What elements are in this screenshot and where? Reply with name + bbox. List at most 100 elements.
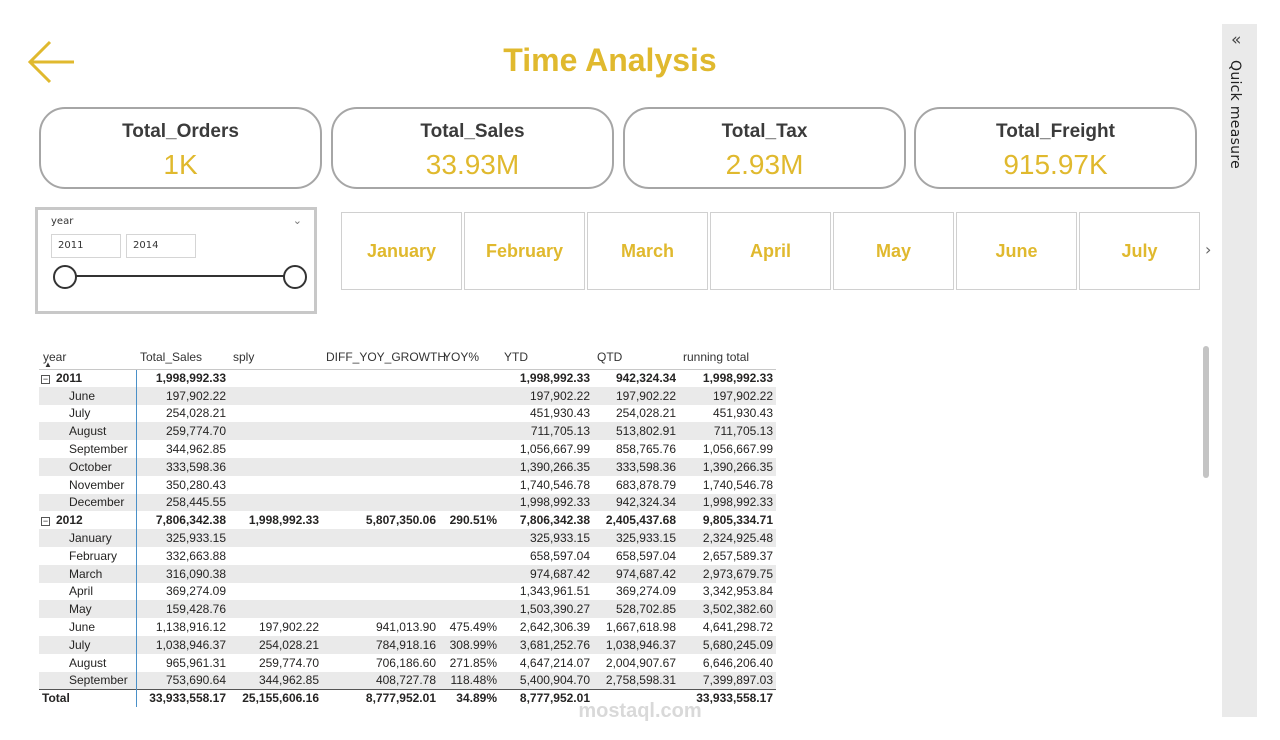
table-cell: 974,687.42	[500, 564, 593, 583]
table-cell	[229, 369, 322, 387]
cell-text: 658,597.04	[529, 548, 590, 563]
table-row[interactable]: July 1,038,946.37 254,028.21 784,918.16 308.…	[39, 635, 776, 654]
table-cell: 159,428.76	[136, 600, 229, 619]
row-label-cell: December	[39, 493, 137, 512]
table-cell: 290.51%	[439, 511, 500, 529]
cell-text: 258,445.55	[165, 495, 226, 510]
table-row[interactable]: May 159,428.76 1,503,390.27 528,702.85 3,502…	[39, 600, 776, 619]
cell-text: February	[69, 548, 118, 563]
card-total-orders[interactable]: Total_Orders 1K	[39, 107, 322, 189]
table-year-row[interactable]: −2011 1,998,992.33 1,998,992.33 942,324.34 1…	[39, 369, 776, 387]
month-button-february[interactable]: February	[464, 212, 585, 290]
cell-text: August	[69, 655, 107, 670]
cell-text: 3,502,382.60	[702, 602, 773, 617]
cell-text: 974,687.42	[529, 566, 590, 581]
chevron-down-icon[interactable]: ⌄	[292, 214, 302, 227]
table-row[interactable]: November 350,280.43 1,740,546.78 683,878.79…	[39, 475, 776, 494]
cell-text: May	[69, 602, 92, 617]
cell-text: 7,806,342.38	[519, 513, 590, 528]
quick-measure-label: Quick measure	[1227, 60, 1243, 169]
table-cell: 408,727.78	[322, 671, 439, 690]
month-button-march[interactable]: March	[587, 212, 708, 290]
table-row[interactable]: October 333,598.36 1,390,266.35 333,598.36 1…	[39, 457, 776, 476]
table-cell: 344,962.85	[229, 671, 322, 690]
cell-text: 451,930.43	[712, 406, 773, 421]
month-button-april[interactable]: April	[710, 212, 831, 290]
row-label-cell: August	[39, 422, 137, 441]
table-cell: 1,343,961.51	[500, 583, 593, 601]
table-row[interactable]: March 316,090.38 974,687.42 974,687.42 2,973…	[39, 564, 776, 583]
table-cell: 325,933.15	[500, 529, 593, 547]
table-row[interactable]: August 259,774.70 711,705.13 513,802.91 711,…	[39, 422, 776, 441]
cell-text: 1,998,992.33	[519, 371, 590, 386]
table-row[interactable]: January 325,933.15 325,933.15 325,933.15 2,3…	[39, 529, 776, 547]
slicer-track[interactable]	[66, 275, 298, 277]
month-button-june[interactable]: June	[956, 212, 1077, 290]
slicer-start-input[interactable]: 2011	[51, 234, 121, 258]
table-row[interactable]: June 197,902.22 197,902.22 197,902.22 197,90…	[39, 386, 776, 405]
column-header-label: year	[43, 349, 67, 364]
table-cell	[229, 600, 322, 619]
slicer-end-handle[interactable]	[283, 265, 307, 289]
cell-text: June	[69, 388, 96, 403]
table-cell	[229, 457, 322, 476]
cell-text: 369,274.09	[615, 584, 676, 599]
card-total-sales[interactable]: Total_Sales 33.93M	[331, 107, 614, 189]
cell-text: 271.85%	[449, 655, 497, 670]
column-header-yoy-percent[interactable]: YOY%	[439, 345, 500, 370]
slicer-start-handle[interactable]	[53, 265, 77, 289]
table-cell: 5,807,350.06	[322, 511, 439, 529]
table-row[interactable]: September 753,690.64 344,962.85 408,727.78 1…	[39, 671, 776, 690]
column-header-running-total[interactable]: running total	[679, 345, 776, 370]
month-button-july[interactable]: July	[1079, 212, 1200, 290]
year-slicer[interactable]: year ⌄ 2011 2014	[35, 207, 317, 314]
cell-text: 942,324.34	[615, 495, 676, 510]
cell-text: 1,998,992.33	[248, 513, 319, 528]
table-cell	[439, 583, 500, 601]
cell-text: 290.51%	[449, 513, 497, 528]
collapse-icon[interactable]: −	[41, 516, 50, 527]
slicer-end-input[interactable]: 2014	[126, 234, 196, 258]
table-cell	[439, 386, 500, 405]
double-chevron-left-icon[interactable]: «	[1231, 30, 1242, 50]
table-cell: 2,657,589.37	[679, 547, 776, 565]
row-label-cell: March	[39, 564, 137, 583]
table-row[interactable]: September 344,962.85 1,056,667.99 858,765.7…	[39, 440, 776, 458]
table-cell: 784,918.16	[322, 635, 439, 654]
table-row[interactable]: February 332,663.88 658,597.04 658,597.04 2,…	[39, 546, 776, 565]
card-total-freight[interactable]: Total_Freight 915.97K	[914, 107, 1197, 189]
card-total-tax[interactable]: Total_Tax 2.93M	[623, 107, 906, 189]
table-cell	[439, 564, 500, 583]
month-button-may[interactable]: May	[833, 212, 954, 290]
table-cell: 197,902.22	[136, 386, 229, 405]
table-cell: 258,445.55	[136, 493, 229, 512]
matrix-table[interactable]: year ▲ Total_Sales sply DIFF_YOY_GROWTH …	[39, 345, 776, 707]
collapse-icon[interactable]: −	[41, 374, 50, 385]
table-cell: 4,641,298.72	[679, 618, 776, 636]
cell-text: 325,933.15	[165, 531, 226, 546]
column-header-diff-yoy-growth[interactable]: DIFF_YOY_GROWTH	[322, 345, 446, 370]
table-cell	[322, 405, 439, 423]
table-row[interactable]: December 258,445.55 1,998,992.33 942,324.34…	[39, 493, 776, 512]
table-cell: 333,598.36	[593, 457, 679, 476]
month-button-january[interactable]: January	[341, 212, 462, 290]
table-cell: 197,902.22	[679, 386, 776, 405]
back-button[interactable]	[26, 38, 78, 86]
page-scrollbar[interactable]	[1203, 346, 1209, 478]
table-cell: 711,705.13	[679, 422, 776, 441]
quick-measure-pane[interactable]: « Quick measure	[1222, 24, 1257, 717]
table-year-row[interactable]: −2012 7,806,342.38 1,998,992.33 5,807,350.0…	[39, 511, 776, 530]
chevron-right-icon[interactable]: ›	[1205, 240, 1212, 259]
table-cell: 683,878.79	[593, 476, 679, 494]
table-row[interactable]: June 1,138,916.12 197,902.22 941,013.90 475.…	[39, 618, 776, 636]
column-header-qtd[interactable]: QTD	[593, 345, 679, 370]
table-row[interactable]: August 965,961.31 259,774.70 706,186.60 271.…	[39, 653, 776, 672]
column-header-total-sales[interactable]: Total_Sales	[136, 345, 229, 370]
column-header-year[interactable]: year ▲	[39, 345, 136, 370]
column-header-sply[interactable]: sply	[229, 345, 322, 370]
cell-text: 658,597.04	[615, 548, 676, 563]
table-row[interactable]: July 254,028.21 451,930.43 254,028.21 451,93…	[39, 404, 776, 423]
table-row[interactable]: April 369,274.09 1,343,961.51 369,274.09 3,3…	[39, 582, 776, 601]
column-header-ytd[interactable]: YTD	[500, 345, 593, 370]
arrow-left-icon	[27, 40, 74, 84]
